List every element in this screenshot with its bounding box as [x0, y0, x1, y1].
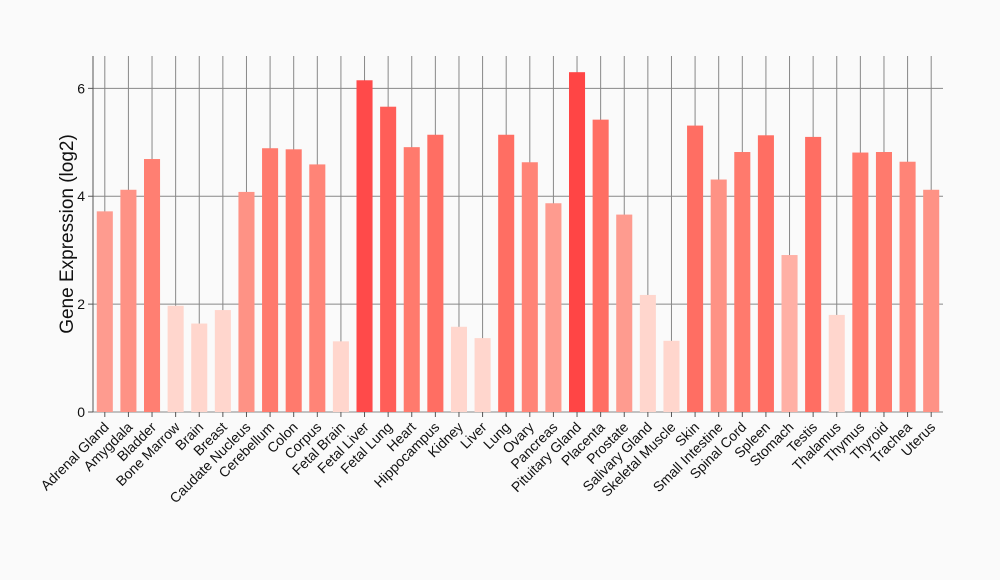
- y-tick-label-2: 4: [77, 188, 85, 204]
- bar-20: [569, 72, 586, 412]
- bar-32: [852, 152, 869, 412]
- bar-29: [781, 255, 798, 412]
- bar-27: [734, 152, 751, 412]
- bar-28: [757, 135, 774, 413]
- bar-6: [238, 191, 255, 412]
- bar-13: [403, 147, 420, 412]
- bar-30: [805, 136, 822, 412]
- bar-31: [828, 314, 845, 412]
- bar-26: [710, 179, 727, 412]
- bar-3: [167, 305, 184, 412]
- bar-1: [120, 189, 137, 412]
- y-tick-label-3: 6: [77, 80, 85, 96]
- bar-21: [592, 119, 609, 412]
- bar-2: [144, 159, 161, 412]
- bar-33: [875, 152, 892, 412]
- y-tick-label-0: 0: [77, 404, 85, 420]
- plot-background: [93, 56, 943, 412]
- bar-8: [285, 149, 302, 412]
- bar-7: [262, 148, 279, 412]
- bar-15: [450, 326, 467, 412]
- y-axis-ticks: 0 2 4 6: [77, 80, 93, 420]
- bar-10: [332, 341, 349, 412]
- bar-9: [309, 164, 326, 412]
- bar-5: [214, 310, 231, 412]
- bar-12: [380, 106, 397, 412]
- bar-25: [687, 125, 704, 412]
- bar-11: [356, 80, 373, 412]
- bar-18: [521, 162, 538, 412]
- bar-22: [616, 214, 633, 412]
- bar-4: [191, 323, 208, 412]
- bar-23: [639, 294, 656, 412]
- y-axis-title: Gene Expression (log2): [57, 134, 78, 334]
- bar-16: [474, 338, 491, 412]
- bar-0: [96, 211, 113, 412]
- bars: [96, 72, 940, 413]
- bar-34: [899, 161, 916, 412]
- horizontal-gridlines: [93, 87, 943, 413]
- bar-24: [663, 340, 680, 412]
- y-tick-label-1: 2: [77, 296, 85, 312]
- bar-19: [545, 203, 562, 412]
- bar-14: [427, 134, 444, 412]
- bar-35: [923, 189, 940, 412]
- bar-17: [498, 134, 515, 412]
